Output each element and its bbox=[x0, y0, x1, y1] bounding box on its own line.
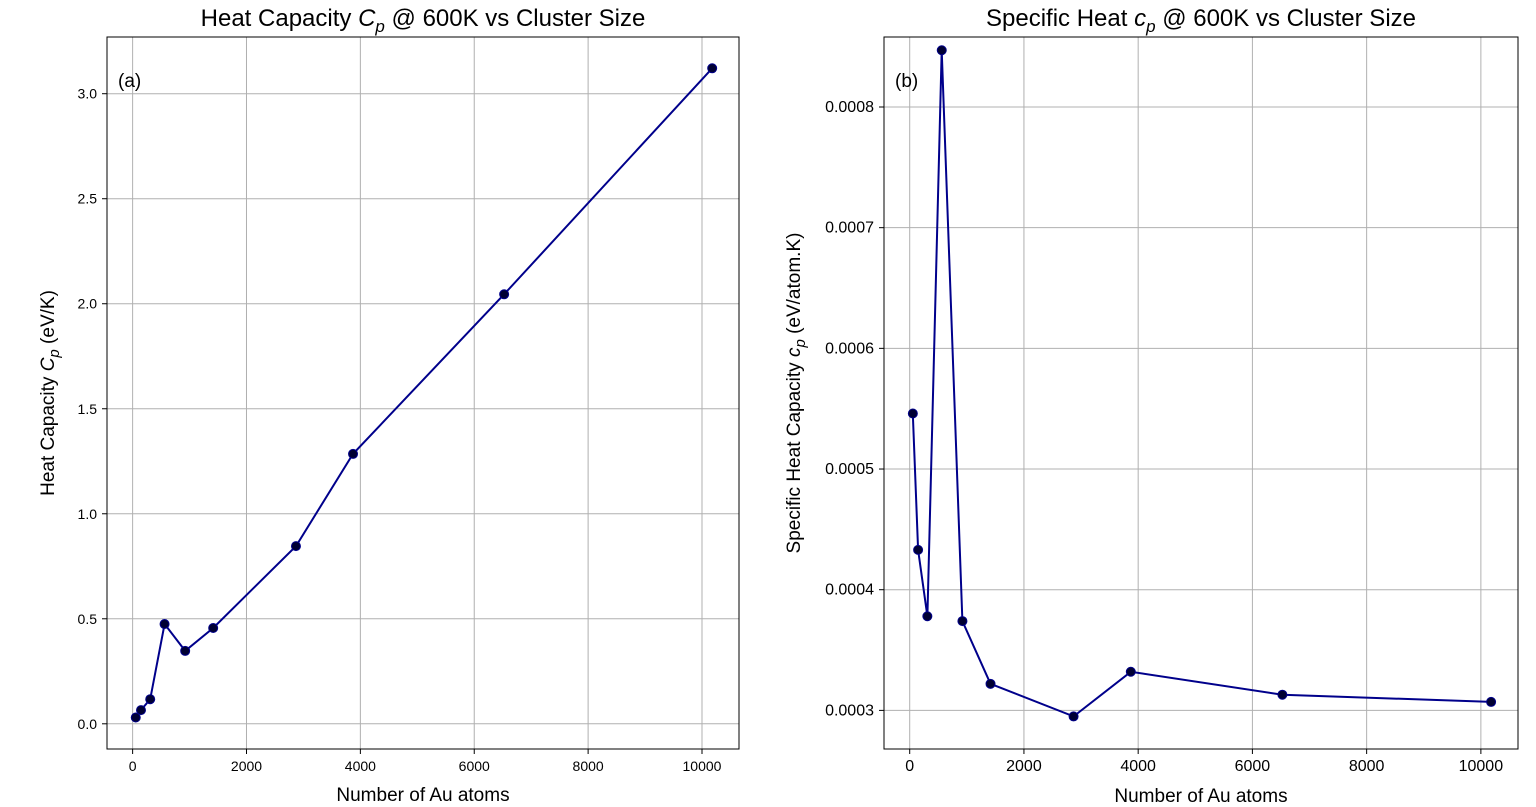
chart-b-ytick-label: 0.0005 bbox=[825, 461, 874, 478]
chart-a-title-sym: C bbox=[358, 5, 376, 32]
chart-b-title: Specific Heat cp @ 600K vs Cluster Size bbox=[986, 5, 1416, 36]
chart-b-title-sym: c bbox=[1134, 5, 1146, 32]
chart-b-data-point bbox=[907, 408, 918, 419]
chart-b-ytick-label: 0.0004 bbox=[825, 582, 874, 599]
chart-b-panel-label: (b) bbox=[895, 71, 918, 92]
chart-a-data-point bbox=[130, 712, 141, 723]
chart-b-series-line bbox=[911, 50, 1492, 718]
chart-b-ytick-label: 0.0008 bbox=[825, 99, 874, 116]
chart-a-ylabel-main: Heat Capacity bbox=[38, 371, 59, 496]
chart-b: 0 2000 4000 6000 8000 10000 0.0003 0.0004 0.0005… bbox=[784, 5, 1519, 807]
chart-a-data-point bbox=[180, 645, 191, 656]
chart-a-points bbox=[130, 63, 718, 723]
chart-b-ytick-label: 0.0006 bbox=[825, 340, 874, 357]
chart-a-panel-label: (a) bbox=[118, 71, 141, 92]
chart-b-title-rest: @ 600K vs Cluster Size bbox=[1156, 5, 1416, 32]
chart-a: 0 2000 4000 6000 8000 10000 0.0 0.5 1.0 1.5 2.0 2.5… bbox=[38, 5, 740, 806]
chart-b-xtick-label: 4000 bbox=[1120, 758, 1156, 775]
chart-b-ylabel-sub: p bbox=[792, 339, 809, 348]
chart-b-data-point bbox=[1125, 666, 1136, 677]
chart-b-data-point bbox=[913, 544, 924, 555]
chart-a-ticks: 0 2000 4000 6000 8000 10000 0.0 0.5 1.0 1.5 2.0 2.5… bbox=[78, 86, 722, 774]
chart-b-data-point bbox=[1068, 711, 1079, 722]
chart-b-data-point bbox=[936, 45, 947, 56]
chart-b-ylabel-sym: c bbox=[784, 347, 805, 357]
chart-b-data-point bbox=[1486, 696, 1497, 707]
chart-a-xtick-label: 8000 bbox=[573, 758, 604, 774]
chart-a-series-line bbox=[134, 67, 713, 719]
chart-b-data-point bbox=[922, 611, 933, 622]
chart-a-ytick-label: 3.0 bbox=[78, 86, 98, 102]
chart-b-ylabel-main: Specific Heat Capacity bbox=[784, 357, 805, 553]
chart-b-title-sub: p bbox=[1145, 17, 1155, 36]
chart-a-xtick-label: 2000 bbox=[231, 758, 262, 774]
chart-a-ylabel-rest: (eV/K) bbox=[38, 290, 59, 349]
chart-b-data-point bbox=[985, 678, 996, 689]
chart-a-grid bbox=[107, 37, 739, 749]
chart-b-ytick-label: 0.0003 bbox=[825, 702, 874, 719]
chart-b-ylabel-rest: (eV/atom.K) bbox=[784, 233, 805, 340]
chart-a-data-point bbox=[707, 63, 718, 74]
chart-b-points bbox=[907, 45, 1497, 722]
chart-b-ytick-label: 0.0007 bbox=[825, 220, 874, 237]
chart-a-ytick-label: 0.0 bbox=[78, 716, 98, 732]
chart-b-xtick-label: 8000 bbox=[1349, 758, 1385, 775]
chart-b-ticks: 0 2000 4000 6000 8000 10000 0.0003 0.0004 0.0005… bbox=[825, 99, 1503, 775]
chart-b-title-main: Specific Heat bbox=[986, 5, 1134, 32]
chart-a-data-point bbox=[499, 289, 510, 300]
chart-a-data-point bbox=[159, 619, 170, 630]
chart-a-ylabel-sym: C bbox=[38, 357, 59, 371]
chart-a-data-point bbox=[348, 448, 359, 459]
chart-b-data-point bbox=[1277, 689, 1288, 700]
chart-a-xtick-label: 6000 bbox=[459, 758, 490, 774]
chart-a-data-point bbox=[208, 623, 219, 634]
chart-b-xlabel: Number of Au atoms bbox=[1114, 786, 1287, 807]
chart-b-xtick-label: 0 bbox=[905, 758, 914, 775]
chart-a-ylabel: Heat Capacity Cp (eV/K) bbox=[38, 290, 63, 496]
chart-a-data-point bbox=[290, 541, 301, 552]
chart-a-xlabel: Number of Au atoms bbox=[336, 785, 509, 806]
chart-a-title-rest: @ 600K vs Cluster Size bbox=[385, 5, 645, 32]
chart-b-ylabel: Specific Heat Capacity cp (eV/atom.K) bbox=[784, 233, 809, 554]
chart-a-ytick-label: 1.0 bbox=[78, 506, 98, 522]
chart-a-title-main: Heat Capacity bbox=[201, 5, 358, 32]
chart-a-data-point bbox=[135, 705, 146, 716]
chart-b-frame bbox=[883, 36, 1519, 750]
chart-a-title: Heat Capacity Cp @ 600K vs Cluster Size bbox=[201, 5, 646, 36]
chart-a-xtick-label: 0 bbox=[129, 758, 137, 774]
chart-b-xtick-label: 2000 bbox=[1006, 758, 1042, 775]
chart-a-xtick-label: 4000 bbox=[345, 758, 376, 774]
chart-a-ytick-label: 0.5 bbox=[78, 611, 98, 627]
chart-b-xtick-label: 10000 bbox=[1459, 758, 1504, 775]
chart-a-ytick-label: 1.5 bbox=[78, 401, 98, 417]
chart-a-xtick-label: 10000 bbox=[683, 758, 722, 774]
chart-a-ylabel-sub: p bbox=[46, 349, 63, 358]
chart-b-grid bbox=[884, 37, 1518, 749]
chart-a-title-sub: p bbox=[374, 17, 384, 36]
chart-a-ytick-label: 2.5 bbox=[78, 191, 98, 207]
chart-b-data-point bbox=[957, 616, 968, 627]
chart-a-frame bbox=[106, 36, 740, 750]
chart-a-ytick-label: 2.0 bbox=[78, 296, 98, 312]
chart-b-xtick-label: 6000 bbox=[1235, 758, 1271, 775]
chart-a-data-point bbox=[145, 694, 156, 705]
